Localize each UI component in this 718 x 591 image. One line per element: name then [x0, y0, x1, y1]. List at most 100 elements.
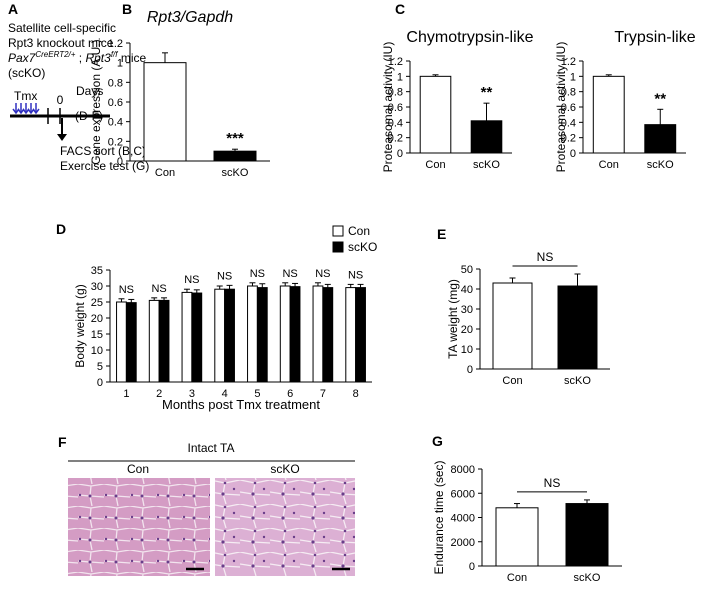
- legend-swatch: [332, 241, 344, 253]
- y-tick-label: 2000: [451, 537, 475, 549]
- bar: [116, 301, 127, 383]
- x-tick-label: Con: [502, 375, 522, 387]
- bar: [492, 282, 533, 370]
- bar: [557, 285, 598, 370]
- annotation: NS: [544, 476, 561, 490]
- x-tick-label: 6: [287, 388, 293, 400]
- x-axis-label: Months post Tmx treatment: [162, 397, 320, 412]
- annotation: NS: [348, 269, 363, 281]
- panel-letter: B: [122, 1, 132, 17]
- bar: [419, 75, 452, 154]
- y-axis-label: Endurance time (sec): [432, 460, 446, 574]
- annotation: NS: [250, 268, 265, 280]
- x-tick-label: 5: [254, 388, 260, 400]
- y-tick-label: 30: [91, 281, 103, 293]
- bar: [224, 288, 235, 383]
- annotation: **: [481, 84, 493, 101]
- x-tick-label: scKO: [647, 159, 674, 171]
- y-tick-label: 0.6: [108, 97, 123, 109]
- panel-letter: E: [437, 226, 446, 242]
- bar: [279, 285, 291, 383]
- bar: [495, 507, 539, 567]
- bar: [143, 62, 187, 162]
- legend-swatch: [332, 225, 344, 237]
- y-axis-label: TA weight (mg): [446, 279, 460, 359]
- panel-letter: C: [395, 1, 405, 17]
- y-tick-label: 0: [117, 156, 123, 168]
- y-tick-label: 0.2: [388, 133, 403, 145]
- x-tick-label: Con: [425, 159, 445, 171]
- annotation: NS: [282, 268, 297, 280]
- y-tick-label: 20: [461, 324, 473, 336]
- x-tick-label: 4: [222, 388, 228, 400]
- y-tick-label: 8000: [451, 464, 475, 476]
- y-tick-label: 1.2: [561, 56, 576, 68]
- x-tick-label: 8: [353, 388, 359, 400]
- panel-f: Intact TA Con scKO: [68, 441, 355, 576]
- y-tick-label: 0.8: [561, 87, 576, 99]
- annotation: NS: [184, 274, 199, 286]
- y-tick-label: 5: [97, 361, 103, 373]
- diagram-text: mice: [118, 51, 147, 65]
- y-tick-label: 4000: [451, 513, 475, 525]
- panel-letter: G: [432, 433, 443, 449]
- diagram-text: Pax7: [8, 51, 37, 65]
- y-tick-label: 0.6: [388, 102, 403, 114]
- diagram-text: Tmx: [14, 89, 37, 103]
- y-axis-label: Proteasomal activity (IU): [554, 42, 568, 173]
- diagram-text: Days: [76, 84, 103, 98]
- x-tick-label: scKO: [564, 375, 591, 387]
- histology-title: Intact TA: [188, 441, 235, 455]
- diagram-text: (scKO): [8, 66, 45, 80]
- bar: [125, 302, 137, 383]
- y-tick-label: 0.8: [388, 87, 403, 99]
- diagram-text: ;: [75, 51, 85, 65]
- y-tick-label: 20: [91, 313, 103, 325]
- panel-letter: D: [56, 221, 66, 237]
- bar: [181, 291, 193, 383]
- annotation: ***: [226, 130, 244, 147]
- y-axis-label: Gene expression (A.U.): [89, 39, 103, 164]
- tmx-arrows: [12, 103, 40, 115]
- panel-a-diagram: Satellite cell-specific Rpt3 knockout mi…: [8, 21, 149, 173]
- bar: [592, 75, 625, 154]
- histology-label: scKO: [270, 462, 299, 476]
- diagram-text: f/f: [111, 50, 118, 59]
- y-tick-label: 50: [461, 264, 473, 276]
- y-tick-label: 10: [461, 344, 473, 356]
- x-tick-label: 1: [123, 388, 129, 400]
- x-tick-label: scKO: [473, 159, 500, 171]
- y-tick-label: 1: [117, 58, 123, 70]
- bar: [256, 287, 268, 383]
- annotation: NS: [119, 284, 134, 296]
- chart-title: Trypsin-like: [614, 29, 695, 46]
- y-tick-label: 0.2: [561, 133, 576, 145]
- y-axis-label: Body weight (g): [73, 284, 87, 367]
- bar: [644, 124, 677, 154]
- y-tick-label: 1: [570, 71, 576, 83]
- bar: [322, 287, 334, 383]
- y-tick-label: 0.2: [108, 136, 123, 148]
- legend-label: scKO: [348, 240, 377, 254]
- bar: [312, 285, 324, 383]
- bar: [148, 299, 160, 383]
- diagram-text: Pax7CreERT2/+ ; Rpt3f/f mice: [8, 50, 146, 65]
- diagram-text: CreERT2/+: [35, 50, 75, 59]
- bar: [289, 286, 301, 383]
- bar: [213, 150, 257, 162]
- chart-title: Chymotrypsin-like: [406, 29, 533, 46]
- histology-label: Con: [127, 462, 149, 476]
- y-tick-label: 15: [91, 329, 103, 341]
- histology-image: [68, 478, 210, 576]
- legend-label: Con: [348, 224, 370, 238]
- y-tick-label: 0: [469, 561, 475, 573]
- y-tick-label: 1.2: [108, 38, 123, 50]
- x-tick-label: 7: [320, 388, 326, 400]
- arrow-head: [57, 134, 67, 141]
- x-tick-label: 3: [189, 388, 195, 400]
- panel-letter: A: [8, 1, 18, 17]
- annotation: NS: [315, 268, 330, 280]
- y-tick-label: 0: [570, 148, 576, 160]
